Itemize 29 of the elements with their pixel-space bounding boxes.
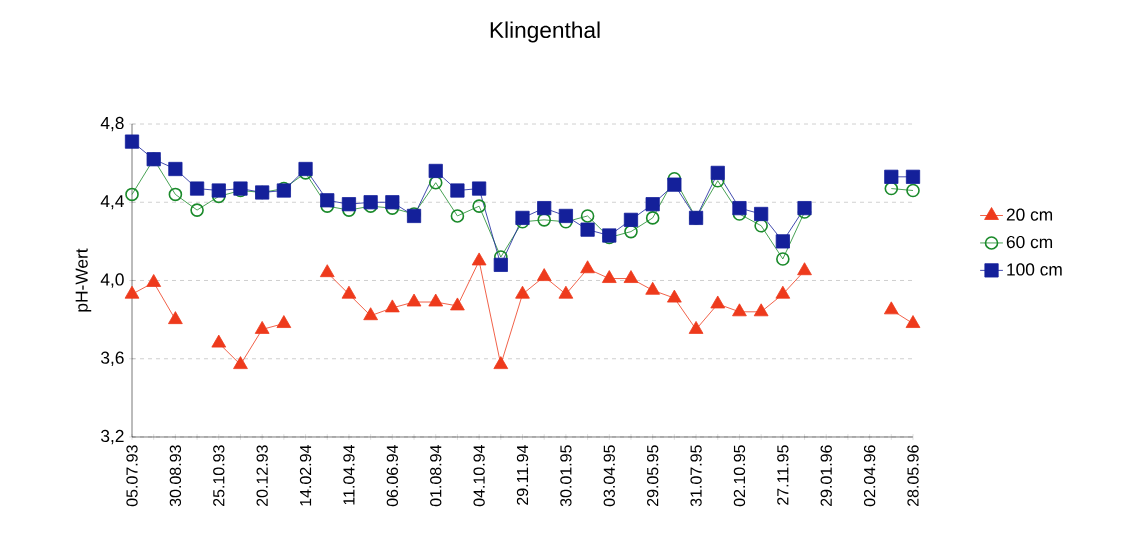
x-tick-label: 29.01.96 xyxy=(820,445,832,507)
x-tick-label: 29.11.94 xyxy=(516,445,529,505)
legend-label: 60 cm xyxy=(1006,235,1053,249)
x-tick-label: 06.06.94 xyxy=(386,445,398,507)
x-tick-label: 02.10.95 xyxy=(733,445,746,507)
y-tick-label: 4,0 xyxy=(100,273,124,288)
x-tick-label: 11.04.94 xyxy=(343,445,355,505)
y-tick-label: 4,8 xyxy=(100,116,124,132)
x-tick-label: 30.08.93 xyxy=(169,445,182,507)
x-tick-label: 25.10.93 xyxy=(213,445,225,507)
y-tick-label: 3,6 xyxy=(101,351,124,366)
x-tick-label: 01.08.94 xyxy=(430,445,442,507)
x-tick-label: 03.04.95 xyxy=(603,445,615,507)
x-tick-label: 02.04.96 xyxy=(863,445,876,507)
y-tick-label: 4,4 xyxy=(100,195,124,210)
x-tick-label: 04.10.94 xyxy=(473,445,485,507)
y-axis-title: pH-Wert xyxy=(75,248,92,312)
x-tick-label: 31.07.95 xyxy=(690,445,702,507)
x-tick-label: 30.01.95 xyxy=(560,445,572,507)
x-tick-label: 29.05.95 xyxy=(647,445,659,507)
x-tick-label: 14.02.94 xyxy=(299,445,312,506)
x-tick-label: 05.07.93 xyxy=(126,445,138,507)
x-tick-label: 20.12.93 xyxy=(256,445,268,507)
legend-label: 20 cm xyxy=(1006,208,1053,221)
y-tick-label: 3,2 xyxy=(101,429,124,445)
x-tick-label: 28.05.96 xyxy=(907,445,919,507)
legend-label: 100 cm xyxy=(1007,263,1062,276)
x-tick-label: 27.11.95 xyxy=(777,445,789,505)
chart-title: Klingenthal xyxy=(490,21,600,43)
